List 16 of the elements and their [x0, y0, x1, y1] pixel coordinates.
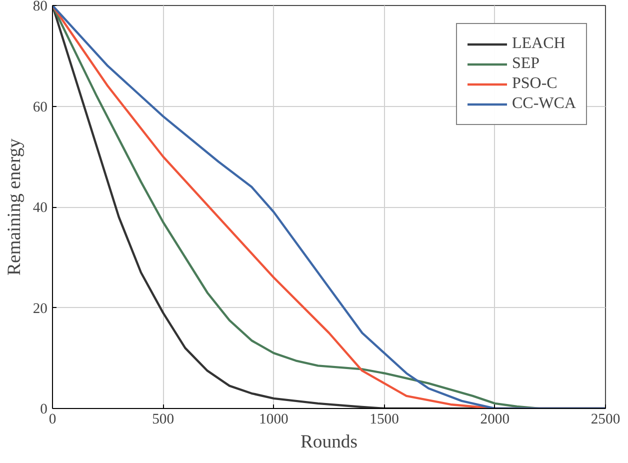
y-tick-label: 0: [40, 402, 48, 418]
legend-label: PSO-C: [512, 75, 558, 93]
x-tick-label: 1500: [370, 412, 399, 428]
y-tick-label: 80: [32, 0, 48, 14]
x-tick-label: 2000: [480, 412, 510, 428]
y-axis-title: Remaining energy: [4, 138, 25, 276]
x-tick-label: 500: [152, 412, 174, 428]
y-tick-label: 20: [32, 300, 48, 317]
legend-label: LEACH: [512, 35, 566, 53]
x-tick-label: 1000: [259, 412, 288, 428]
y-tick-label: 40: [32, 200, 48, 216]
y-tick-label: 60: [32, 99, 48, 116]
legend-label: SEP: [512, 55, 540, 73]
legend-label: CC-WCA: [512, 95, 576, 113]
x-axis-title: Rounds: [300, 432, 358, 452]
x-tick-label: 2500: [590, 412, 620, 428]
